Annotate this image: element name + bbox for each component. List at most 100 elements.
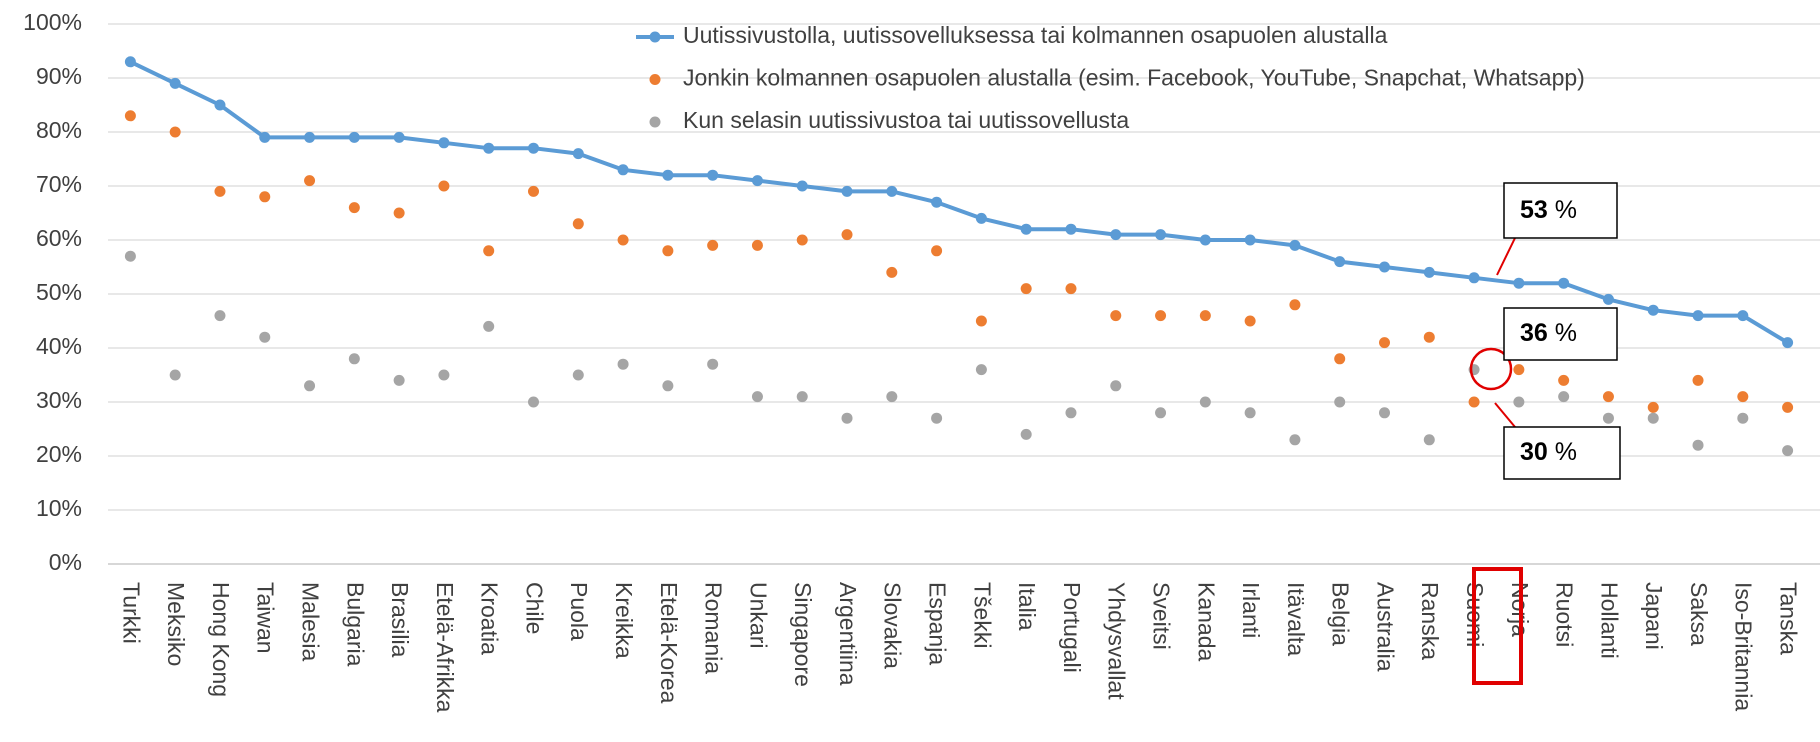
data-point [483, 245, 495, 257]
legend-label: Kun selasin uutissivustoa tai uutissovel… [683, 107, 1129, 133]
legend-marker [649, 116, 661, 128]
annotation-number: 53 [1520, 196, 1548, 224]
data-point [1737, 412, 1749, 424]
y-tick-label: 0% [49, 549, 82, 575]
data-point [975, 364, 987, 376]
data-point [841, 412, 853, 424]
data-point [751, 239, 763, 251]
data-point [1602, 293, 1614, 305]
data-point [1289, 434, 1301, 446]
x-tick-label: Itävalta [1283, 582, 1309, 656]
data-point [1020, 428, 1032, 440]
series-line [129, 59, 1789, 345]
annotation-box [1503, 307, 1618, 361]
data-point [169, 369, 181, 381]
x-tick-label: Irlanti [1238, 582, 1264, 638]
data-point [169, 77, 181, 89]
data-point [1289, 299, 1301, 311]
data-point [259, 131, 271, 143]
data-point [572, 148, 584, 160]
x-tick-label: Yhdysvallat [1104, 582, 1130, 700]
data-point [348, 353, 360, 365]
annotation: 36 % [1503, 307, 1618, 361]
data-point [528, 142, 539, 154]
data-point [1155, 229, 1167, 241]
data-point [1199, 234, 1211, 246]
x-tick-label: Meksiko [163, 582, 189, 666]
data-point [1647, 412, 1659, 424]
data-point [975, 212, 987, 224]
data-point [348, 131, 360, 143]
data-point [124, 110, 136, 122]
annotation-number: 36 [1520, 319, 1548, 347]
x-tick-label: Italia [1014, 582, 1040, 631]
data-point [1155, 407, 1167, 419]
annotation-text: 30 % [1520, 438, 1577, 466]
annotation-box [1503, 182, 1618, 239]
data-point [1692, 439, 1704, 451]
data-point [393, 374, 405, 386]
data-point [528, 185, 539, 197]
x-tick-label: Saksa [1686, 582, 1712, 646]
data-point [886, 391, 898, 403]
x-tick-label: Bulgaria [342, 582, 368, 667]
highlight-circle [1469, 347, 1513, 391]
x-tick-label: Tanska [1776, 582, 1802, 655]
data-point [1692, 374, 1704, 386]
data-point [348, 202, 360, 214]
x-tick-label: Argentiina [835, 582, 861, 686]
data-point [1110, 380, 1122, 392]
x-tick-label: Kreikka [611, 582, 637, 659]
annotation-text: 36 % [1520, 319, 1577, 347]
annotation: 30 % [1503, 426, 1621, 480]
data-point [617, 234, 629, 246]
x-tick-label: Unkari [745, 582, 771, 648]
data-point [438, 180, 450, 192]
grid: 0% 10% 20% 30% 40% 50% 60% 70% 80% 90% 100% Turkki M… [23, 9, 1820, 713]
data-point [707, 358, 719, 370]
x-tick-label: Taiwan [253, 582, 279, 654]
data-point [1065, 407, 1077, 419]
y-tick-label: 40% [36, 333, 82, 359]
data-point [214, 185, 226, 197]
data-point [886, 266, 898, 278]
x-tick-label: Tšekki [969, 582, 995, 648]
data-point [1513, 396, 1525, 408]
annotation-unit: % [1555, 438, 1577, 466]
x-tick-label: Etelä-Korea [656, 582, 682, 704]
x-tick-label: Hollanti [1596, 582, 1622, 659]
data-point [931, 196, 943, 208]
data-point [931, 412, 943, 424]
data-point [1782, 337, 1794, 349]
annotation-number: 30 [1520, 438, 1548, 466]
x-tick-label: Australia [1372, 582, 1398, 672]
data-point [1020, 223, 1032, 235]
y-tick-label: 90% [36, 63, 82, 89]
x-tick-label: Singapore [790, 582, 816, 687]
data-point [662, 245, 674, 257]
data-point [886, 185, 898, 197]
data-point [1423, 331, 1435, 343]
data-point [304, 131, 316, 143]
callout-line [1494, 402, 1516, 428]
data-point [1065, 223, 1077, 235]
data-point [214, 310, 226, 322]
x-tick-label: Kanada [1193, 582, 1219, 662]
x-tick-label: Sveitsi [1148, 582, 1174, 650]
data-point [841, 229, 853, 241]
data-point [1558, 391, 1570, 403]
data-point [393, 131, 405, 143]
data-point [1782, 401, 1794, 413]
data-point [1334, 256, 1346, 268]
callout-line [1496, 237, 1516, 276]
legend-marker [649, 74, 661, 85]
annotation-unit: % [1555, 196, 1577, 224]
data-point [796, 234, 808, 246]
data-point [707, 169, 719, 181]
data-point [1379, 337, 1390, 349]
x-tick-label: Kroatia [477, 582, 503, 655]
data-point [1647, 304, 1659, 316]
data-point [1244, 234, 1256, 246]
data-point [1423, 266, 1435, 278]
data-point [1737, 310, 1749, 322]
